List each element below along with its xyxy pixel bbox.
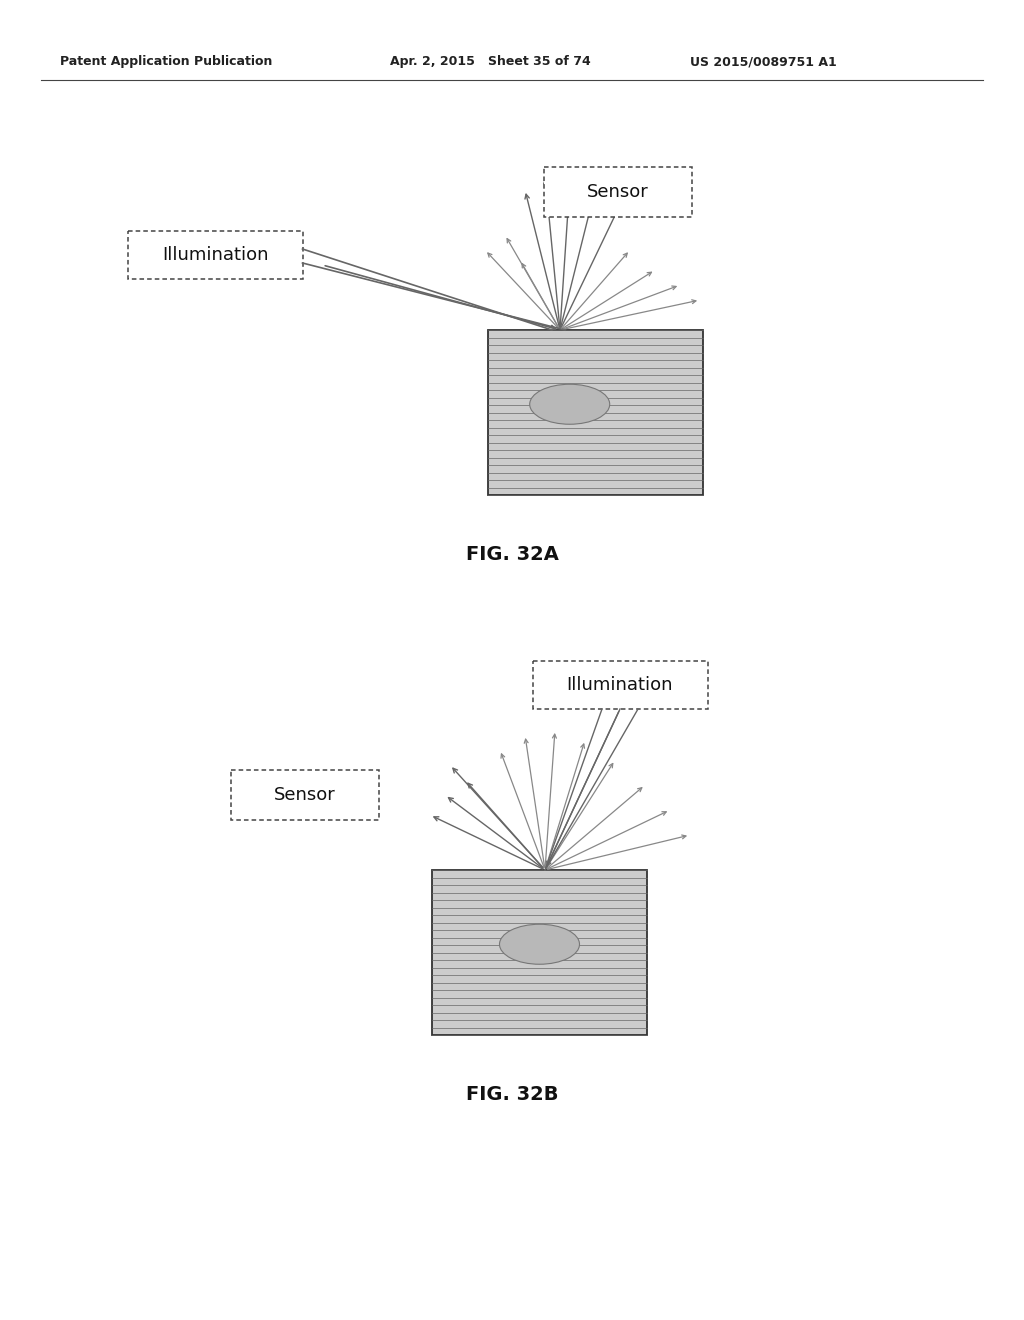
FancyBboxPatch shape (532, 661, 708, 709)
Text: FIG. 32B: FIG. 32B (466, 1085, 558, 1105)
Bar (432, 870, 647, 1035)
Text: Sensor: Sensor (274, 785, 336, 804)
Text: Patent Application Publication: Patent Application Publication (60, 55, 272, 69)
Ellipse shape (529, 384, 609, 424)
FancyBboxPatch shape (231, 770, 379, 820)
FancyBboxPatch shape (544, 168, 692, 216)
Text: Illumination: Illumination (566, 676, 673, 694)
FancyBboxPatch shape (128, 231, 302, 279)
Text: US 2015/0089751 A1: US 2015/0089751 A1 (690, 55, 837, 69)
Ellipse shape (500, 924, 580, 964)
Text: Apr. 2, 2015   Sheet 35 of 74: Apr. 2, 2015 Sheet 35 of 74 (390, 55, 591, 69)
Text: Sensor: Sensor (587, 183, 649, 201)
Text: Illumination: Illumination (162, 246, 268, 264)
Bar (488, 330, 703, 495)
Text: FIG. 32A: FIG. 32A (466, 545, 558, 565)
